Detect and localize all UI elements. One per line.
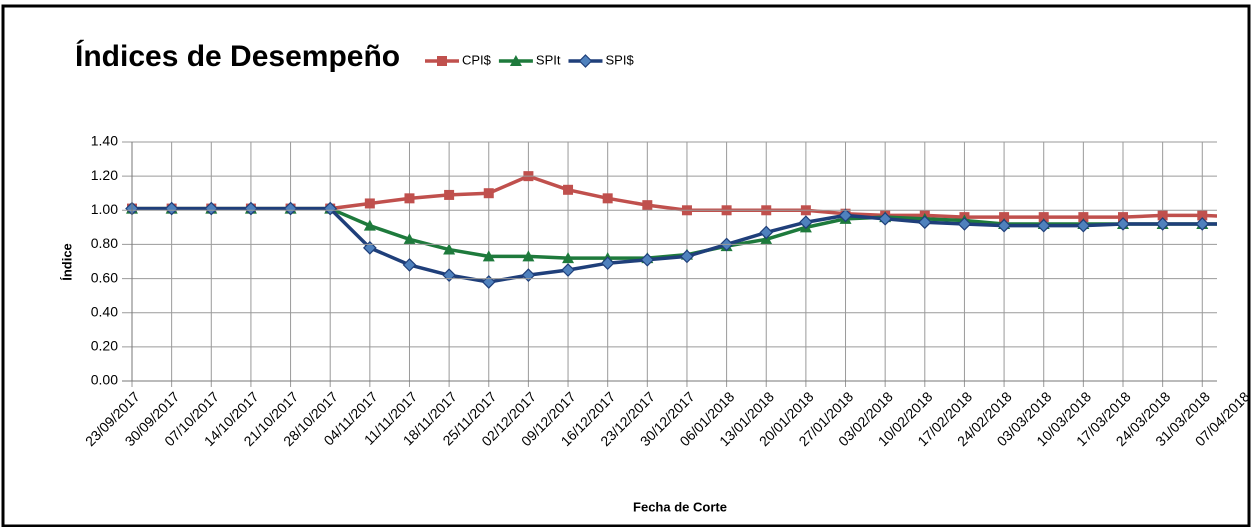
y-axis-title: Índice: [59, 243, 74, 281]
marker: [1155, 217, 1170, 231]
marker: [1195, 217, 1210, 231]
legend-label: SPI$: [605, 52, 634, 67]
marker: [483, 188, 494, 199]
marker: [600, 256, 615, 271]
marker: [838, 208, 853, 223]
marker: [1116, 217, 1130, 231]
marker: [404, 193, 415, 204]
marker: [244, 201, 258, 216]
marker: [1078, 212, 1089, 223]
marker: [999, 212, 1010, 223]
y-tick-label: 0.60: [91, 269, 118, 285]
marker: [759, 225, 774, 240]
marker: [561, 263, 575, 277]
y-tick-label: 1.20: [91, 167, 118, 183]
marker: [444, 189, 455, 200]
chart-frame: [1, 4, 1251, 527]
marker: [204, 201, 219, 216]
y-tick-label: 1.40: [91, 133, 118, 149]
chart-title: Índices de Desempeño: [75, 39, 400, 73]
marker: [957, 217, 972, 231]
marker: [283, 201, 298, 216]
y-tick-label: 1.00: [91, 201, 118, 217]
marker: [562, 252, 575, 264]
y-tick-label: 0.80: [91, 235, 118, 251]
marker: [363, 219, 376, 231]
marker: [443, 243, 456, 255]
plot-area: [125, 142, 1217, 387]
marker: [680, 249, 694, 264]
marker: [323, 201, 338, 216]
marker: [164, 201, 179, 216]
marker: [563, 184, 574, 195]
marker: [402, 258, 417, 272]
y-tick-label: 0.20: [91, 338, 118, 354]
marker: [522, 250, 535, 262]
marker: [578, 54, 593, 68]
marker: [1157, 210, 1168, 221]
marker: [997, 218, 1011, 233]
x-axis-title: Fecha de Corte: [633, 499, 727, 514]
marker: [1076, 218, 1091, 233]
marker: [917, 215, 932, 230]
marker: [642, 200, 653, 211]
legend-label: SPIt: [536, 52, 561, 67]
marker: [482, 250, 495, 262]
legend-label: CPI$: [462, 52, 492, 67]
marker: [509, 55, 522, 66]
marker: [437, 56, 447, 66]
marker: [640, 252, 655, 267]
marker: [799, 215, 813, 230]
marker: [1036, 218, 1051, 233]
marker: [364, 198, 375, 209]
marker: [403, 233, 416, 245]
marker: [602, 193, 613, 204]
y-tick-label: 0.40: [91, 303, 118, 319]
y-tick-label: 0.00: [91, 372, 118, 388]
marker: [878, 211, 893, 226]
marker: [1197, 210, 1208, 221]
marker: [1038, 212, 1049, 223]
